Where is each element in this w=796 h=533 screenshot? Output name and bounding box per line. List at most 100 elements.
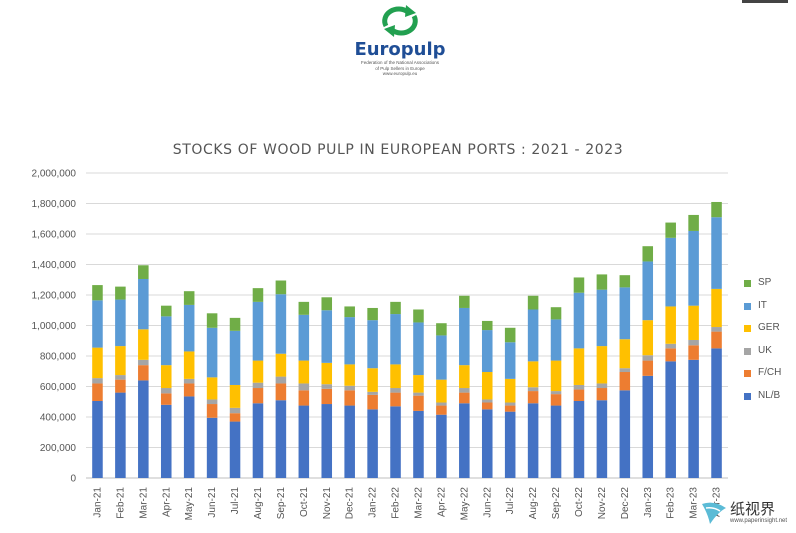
bar-segment	[367, 409, 378, 478]
bar-segment	[321, 404, 333, 478]
bar-segment	[160, 316, 172, 366]
bar-segment	[367, 320, 378, 369]
x-tick-label: Nov-22	[597, 487, 608, 520]
bar-segment	[138, 265, 149, 279]
watermark: 纸视界 www.paperinsight.net	[700, 498, 792, 532]
x-tick-label: Feb-22	[391, 487, 402, 519]
x-tick-label: Sep-22	[551, 487, 562, 520]
bar-segment	[229, 413, 241, 422]
bar-segment	[298, 314, 310, 361]
brand-tagline-2: of Pulp Sellers in Europe	[375, 65, 425, 71]
x-tick-label: Feb-21	[115, 487, 126, 519]
watermark-text: 纸视界	[730, 500, 776, 518]
bar-segment	[413, 392, 424, 396]
bar-segment	[390, 388, 401, 393]
bar-segment	[665, 237, 676, 307]
bar-segment	[504, 342, 516, 379]
bar-segment	[688, 214, 699, 231]
bar-segment	[527, 403, 539, 478]
bar-segment	[504, 411, 516, 478]
bar-segment	[138, 359, 149, 366]
brand-tagline-3: www.europulp.eu	[382, 71, 418, 76]
bar-segment	[619, 372, 631, 391]
bar-segment	[92, 300, 103, 348]
bar-segment	[481, 320, 493, 331]
watermark-url: www.paperinsight.net	[730, 518, 788, 524]
bar-segment	[481, 402, 493, 410]
x-tick-label: Jan-21	[92, 487, 103, 518]
bar-segment	[688, 359, 699, 478]
bar-segment	[550, 319, 562, 361]
bar-segment	[206, 327, 218, 378]
bar-segment	[298, 360, 310, 384]
bar-segment	[229, 330, 241, 385]
x-tick-label: Jul-22	[505, 487, 516, 515]
bar-segment	[550, 405, 562, 478]
x-tick-label: Jan-22	[368, 487, 379, 518]
bar-segment	[642, 320, 654, 356]
bar-segment	[367, 391, 378, 395]
bar-segment	[160, 365, 172, 389]
bar-segment	[367, 307, 378, 321]
bar-segment	[206, 417, 218, 478]
bar-segment	[642, 360, 654, 376]
bar-segment	[115, 392, 126, 478]
brand-tagline-1: Federation of the National Associations	[360, 60, 440, 65]
legend-label: UK	[758, 344, 772, 356]
bar-segment	[642, 355, 654, 361]
bar-segment	[527, 295, 539, 310]
x-tick-label: May-22	[459, 487, 470, 521]
bar-segment	[252, 360, 264, 383]
bar-segment	[206, 404, 218, 418]
bar-segment	[413, 309, 424, 323]
legend-label: GER	[758, 322, 780, 333]
legend-label: SP	[758, 277, 772, 288]
bar-segment	[138, 278, 149, 330]
bar-segment	[596, 346, 608, 384]
bar-segment	[665, 348, 676, 362]
bar-segment	[596, 383, 608, 389]
bar-segment	[92, 285, 103, 301]
bar-segment	[436, 335, 447, 380]
bar-segment	[183, 291, 195, 305]
bar-segment	[665, 222, 676, 238]
watermark-logo-icon	[702, 502, 726, 524]
x-tick-label: Apr-21	[161, 487, 172, 517]
legend-label: NL/B	[758, 389, 781, 401]
y-tick-label: 0	[70, 474, 76, 485]
recycle-arrows-icon	[382, 5, 418, 37]
y-tick-label: 1,400,000	[32, 260, 77, 271]
bar-segment	[619, 287, 631, 340]
x-tick-label: Apr-22	[436, 487, 447, 517]
bar-segment	[481, 409, 493, 478]
bar-segment	[367, 368, 378, 392]
x-tick-label: Oct-21	[299, 487, 310, 517]
legend-swatch	[744, 325, 751, 332]
bar-segment	[390, 392, 401, 407]
legend-swatch	[744, 370, 751, 377]
x-tick-label: Dec-22	[620, 487, 631, 520]
bar-segment	[206, 377, 218, 400]
bar-segment	[252, 301, 264, 361]
bar-segment	[688, 345, 699, 360]
bar-segment	[344, 385, 355, 391]
bar-segment	[115, 379, 126, 393]
brand-name: Europulp	[354, 39, 446, 60]
bar-segment	[160, 404, 172, 478]
bar-segment	[711, 217, 722, 289]
legend-swatch	[744, 347, 751, 355]
bar-segment	[436, 402, 447, 406]
bar-segment	[459, 307, 470, 366]
bar-segment	[367, 394, 378, 410]
bar-segment	[229, 317, 241, 331]
x-tick-label: Nov-21	[322, 487, 333, 520]
y-tick-label: 1,800,000	[32, 199, 77, 210]
bar-segment	[298, 301, 310, 315]
bar-segment	[321, 384, 333, 389]
x-tick-label: Dec-21	[345, 487, 356, 520]
bar-segment	[344, 390, 355, 406]
bar-segment	[344, 405, 355, 478]
bar-segment	[275, 294, 287, 354]
legend-swatch	[744, 392, 751, 400]
bar-segment	[596, 400, 608, 478]
